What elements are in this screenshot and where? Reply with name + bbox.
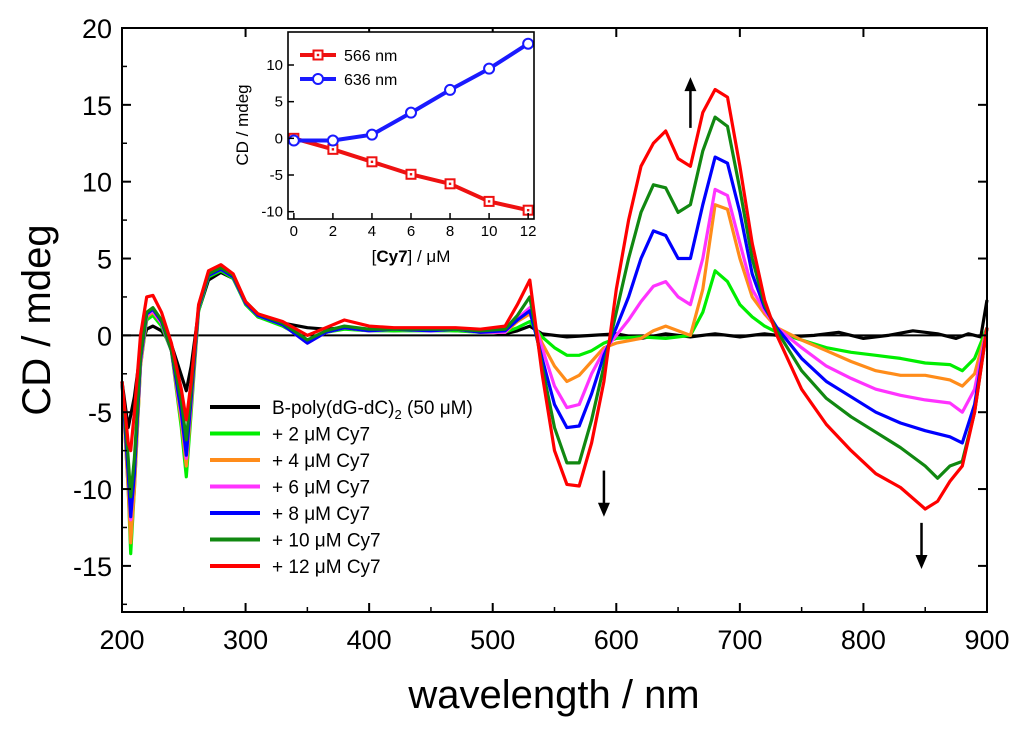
inset-point-636-nm bbox=[405, 106, 417, 119]
inset-point-636-nm bbox=[444, 83, 457, 96]
legend-label: + 4 μM Cy7 bbox=[272, 451, 370, 472]
inset-y-axis-title: CD / mdeg bbox=[233, 84, 252, 165]
inset-y-tick-label: -5 bbox=[270, 167, 283, 184]
y-axis-title: CD / mdeg bbox=[15, 224, 59, 415]
x-tick-label: 300 bbox=[223, 625, 268, 655]
y-tick-label: 5 bbox=[97, 245, 112, 275]
x-axis-title: wavelength / nm bbox=[407, 673, 699, 717]
legend-entry-3: + 4 μM Cy7 bbox=[210, 451, 370, 472]
series-line-12-m-cy7 bbox=[120, 87, 989, 511]
inset-legend-label: 566 nm bbox=[344, 48, 397, 65]
inset-chart: 0 2 4 6 8 10 12 10 5 0 -5 -10 566 nm 636 nm [Cy7] / … bbox=[233, 31, 537, 266]
legend-entry-7: + 12 μM Cy7 bbox=[210, 557, 381, 578]
inset-point-636-nm bbox=[287, 134, 300, 147]
y-tick-label: 0 bbox=[97, 321, 112, 351]
y-tick-label: -15 bbox=[73, 552, 112, 582]
inset-point-636-nm bbox=[483, 62, 496, 75]
inset-x-tick-label: 10 bbox=[481, 223, 498, 240]
legend-label: + 6 μM Cy7 bbox=[272, 478, 370, 499]
inset-y-tick-label: 10 bbox=[266, 57, 283, 74]
inset-x-tick-label: 2 bbox=[329, 223, 337, 240]
y-tick-label: 10 bbox=[82, 168, 112, 198]
legend-label: + 10 μM Cy7 bbox=[272, 531, 381, 552]
x-tick-label: 500 bbox=[470, 625, 515, 655]
x-tick-label: 800 bbox=[841, 625, 886, 655]
inset-x-tick-label: 6 bbox=[407, 223, 415, 240]
trend-arrow-up bbox=[684, 77, 697, 128]
inset-legend-entry-566-nm: 566 nm bbox=[300, 48, 397, 65]
inset-legend-entry-636-nm: 636 nm bbox=[300, 72, 397, 89]
legend-entry-6: + 10 μM Cy7 bbox=[210, 531, 381, 552]
trend-arrow-down bbox=[915, 522, 928, 569]
inset-point-636-nm bbox=[326, 134, 339, 147]
inset-x-tick-label: 12 bbox=[520, 223, 537, 240]
x-tick-label: 400 bbox=[347, 625, 392, 655]
x-tick-label: 700 bbox=[717, 625, 762, 655]
x-tick-label: 900 bbox=[964, 625, 1009, 655]
legend-entry-1: B-poly(dG-dC)2 (50 μM) bbox=[210, 398, 473, 422]
legend-entry-5: + 8 μM Cy7 bbox=[210, 504, 370, 525]
series-line-4-m-cy7 bbox=[120, 203, 989, 545]
inset-point-636-nm bbox=[522, 37, 535, 50]
legend-label: + 8 μM Cy7 bbox=[272, 504, 370, 525]
inset-x-tick-label: 0 bbox=[290, 223, 298, 240]
x-tick-label: 200 bbox=[99, 625, 144, 655]
y-tick-label: -5 bbox=[88, 398, 112, 428]
y-tick-label: 20 bbox=[82, 14, 112, 44]
inset-legend-label: 636 nm bbox=[344, 72, 397, 89]
legend-entry-4: + 6 μM Cy7 bbox=[210, 478, 370, 499]
inset-x-axis-title: [Cy7] / μM bbox=[372, 247, 451, 266]
inset-point-636-nm bbox=[365, 128, 378, 141]
legend-label: B-poly(dG-dC)2 (50 μM) bbox=[272, 398, 473, 422]
inset-y-tick-label: 0 bbox=[275, 130, 283, 147]
legend-label: + 2 μM Cy7 bbox=[272, 425, 370, 446]
y-tick-label: -10 bbox=[73, 475, 112, 505]
legend-entry-2: + 2 μM Cy7 bbox=[210, 425, 370, 446]
inset-x-tick-label: 8 bbox=[446, 223, 454, 240]
inset-y-tick-label: 5 bbox=[275, 94, 283, 111]
inset-x-tick-label: 4 bbox=[368, 223, 376, 240]
x-tick-label: 600 bbox=[594, 625, 639, 655]
legend-label: + 12 μM Cy7 bbox=[272, 557, 381, 578]
trend-arrow-down bbox=[597, 470, 610, 517]
inset-y-tick-label: -10 bbox=[261, 204, 283, 221]
y-tick-label: 15 bbox=[82, 91, 112, 121]
